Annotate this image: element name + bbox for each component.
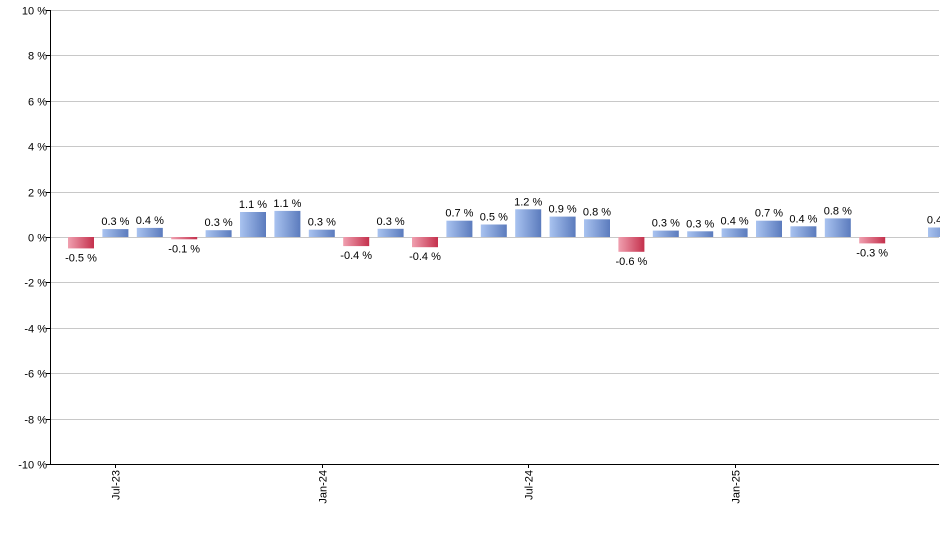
- y-tick-label: -4 %: [24, 324, 47, 336]
- bar-2024-04: [412, 237, 438, 248]
- bar-2023-08: [136, 227, 163, 237]
- bar-2024-08: [549, 216, 576, 237]
- data-label: -0.5 %: [65, 252, 97, 264]
- bar-2024-11: [652, 230, 679, 237]
- data-label: -0.4 %: [340, 250, 372, 262]
- bar-2023-11: [240, 212, 266, 237]
- bar-2024-02: [343, 237, 370, 247]
- y-tick-label: 4 %: [28, 142, 47, 154]
- bar-2023-12: [274, 210, 301, 237]
- data-label: 0.3 %: [377, 216, 405, 228]
- bar-2024-07: [515, 209, 542, 237]
- data-label: 0.9 %: [549, 204, 577, 216]
- bar-2023-07: [102, 229, 129, 237]
- x-axis-ticks: Jul-23 Jan-24 Jul-24 Jan-25: [111, 464, 743, 504]
- bar-2024-10: [618, 237, 645, 252]
- data-label: -0.6 %: [616, 256, 648, 268]
- x-tick-label: Jul-24: [524, 470, 536, 500]
- bar-2023-09: [171, 237, 198, 240]
- bar-2025-07: [928, 227, 940, 237]
- data-labels: -0.5 % 0.3 % 0.4 % -0.1 % 0.3 % 1.1 % 1.1 % 0.3…: [65, 196, 940, 267]
- bar-series: [68, 209, 940, 252]
- y-tick-label: -10 %: [18, 460, 47, 472]
- data-label: 0.4 %: [136, 215, 164, 227]
- data-label: 1.1 %: [273, 198, 301, 210]
- y-tick-label: -2 %: [24, 278, 47, 290]
- bar-2024-01: [308, 229, 335, 237]
- y-tick-label: -8 %: [24, 415, 47, 427]
- y-tick-label: 8 %: [28, 51, 47, 63]
- data-label: -0.1 %: [168, 243, 200, 255]
- data-label: 0.8 %: [583, 206, 611, 218]
- bar-2025-05: [859, 237, 886, 244]
- y-axis-ticks: 10 % 8 % 6 % 4 % 2 % 0 % -2 % -4 % -6 % -8 % -10 %: [18, 6, 50, 472]
- data-label: 0.8 %: [824, 205, 852, 217]
- y-tick-label: 0 %: [28, 233, 47, 245]
- data-label: 0.7 %: [445, 208, 473, 220]
- y-tick-label: -6 %: [24, 369, 47, 381]
- y-tick-label: 10 %: [22, 6, 47, 18]
- data-label: 0.3 %: [686, 218, 714, 230]
- bar-2025-04: [824, 218, 851, 237]
- data-label: 0.5 %: [480, 212, 508, 224]
- bar-2024-03: [377, 228, 404, 237]
- bar-2023-10: [205, 230, 232, 237]
- data-label: 0.7 %: [755, 208, 783, 220]
- x-tick-label: Jan-25: [731, 470, 743, 504]
- data-label: 1.1 %: [239, 199, 267, 211]
- bar-2025-02: [756, 220, 782, 237]
- data-label: -0.3 %: [856, 247, 888, 259]
- bar-2023-06: [68, 237, 94, 249]
- x-tick-label: Jan-24: [318, 470, 330, 504]
- data-label: 0.4 %: [927, 215, 940, 227]
- bar-2024-05: [446, 220, 473, 237]
- bar-2025-01: [721, 228, 748, 237]
- y-tick-label: 6 %: [28, 97, 47, 109]
- bar-2024-06: [480, 224, 507, 237]
- x-tick-label: Jul-23: [111, 470, 123, 500]
- data-label: 0.4 %: [721, 215, 749, 227]
- bar-2024-09: [584, 219, 610, 237]
- axes: [50, 10, 939, 465]
- data-label: 1.2 %: [514, 196, 542, 208]
- data-label: 0.4 %: [789, 213, 817, 225]
- bar-2024-12: [687, 231, 714, 237]
- data-label: 0.3 %: [308, 217, 336, 229]
- data-label: 0.3 %: [205, 217, 233, 229]
- data-label: -0.4 %: [409, 251, 441, 263]
- data-label: 0.3 %: [101, 216, 129, 228]
- bar-2025-03: [790, 226, 817, 237]
- data-label: 0.3 %: [652, 218, 680, 230]
- y-tick-label: 2 %: [28, 188, 47, 200]
